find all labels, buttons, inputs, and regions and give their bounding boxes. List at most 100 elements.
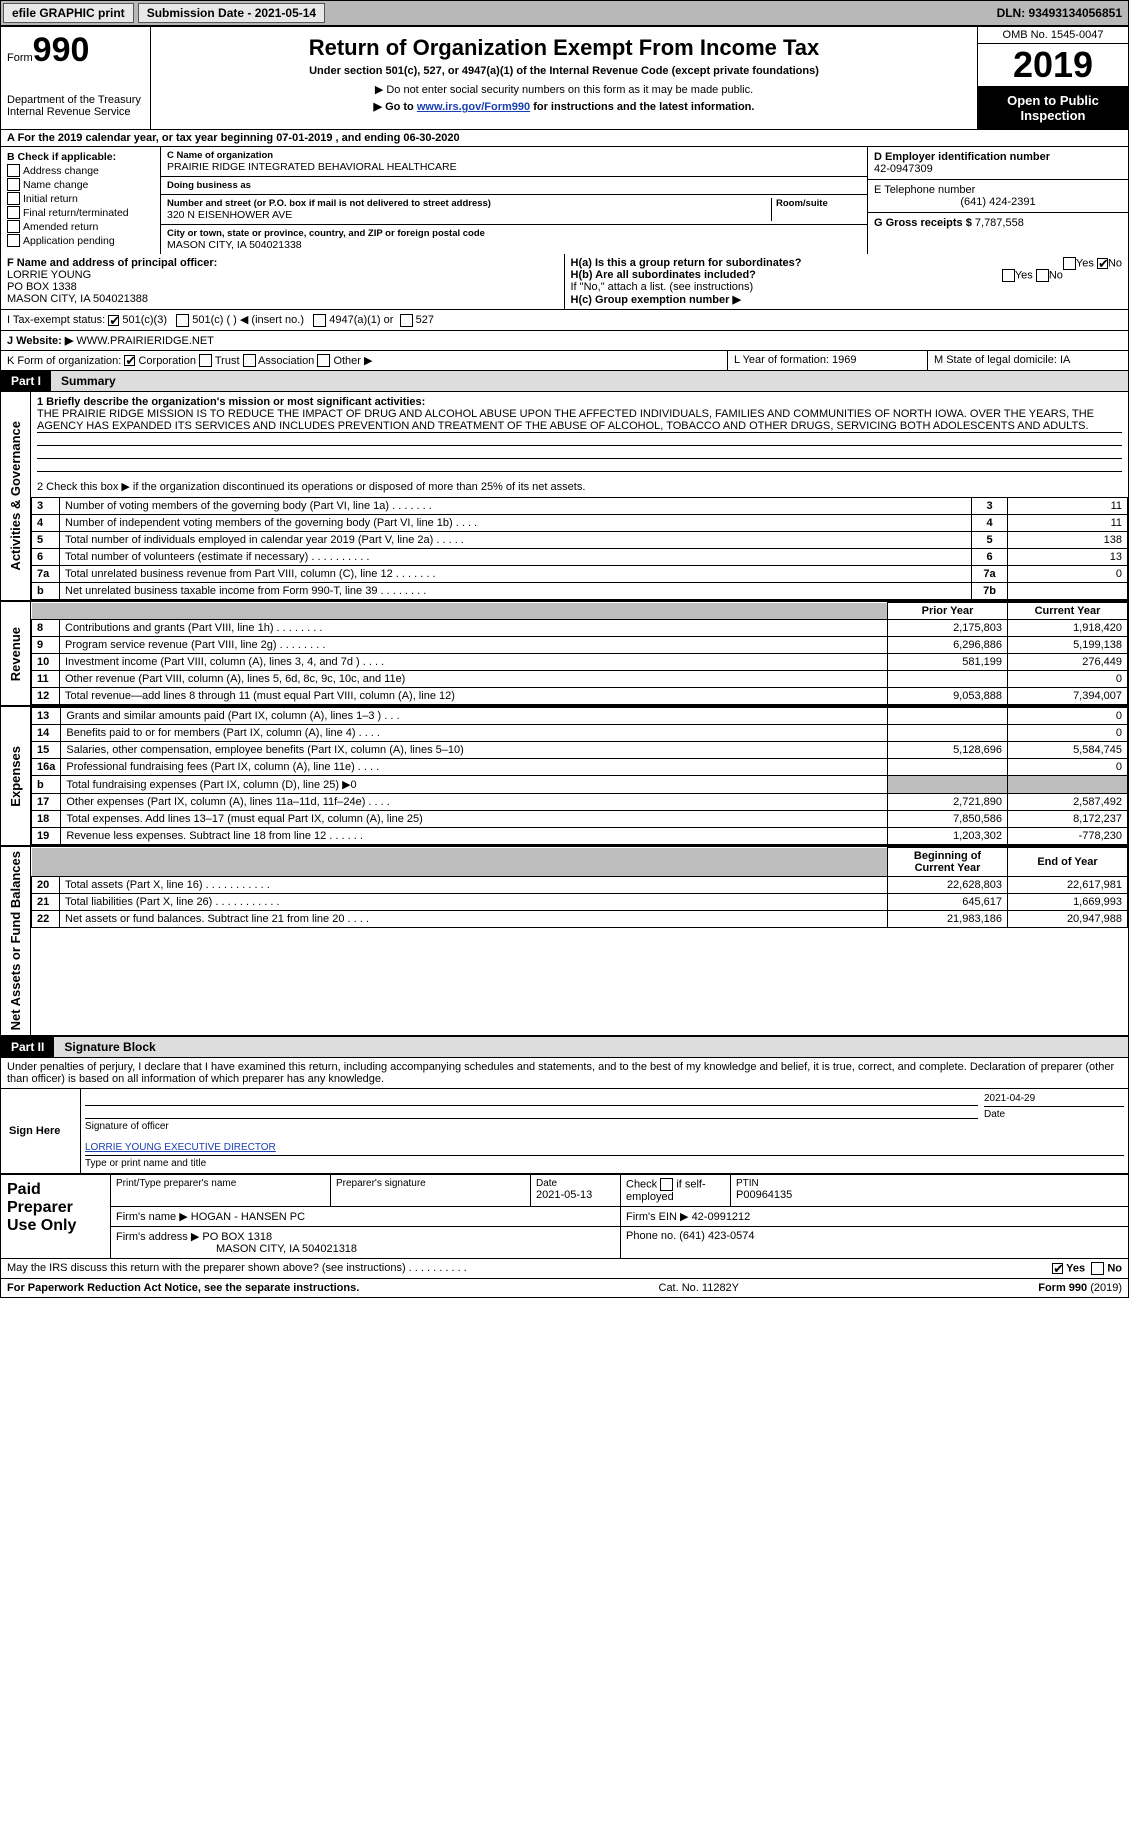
hb-no-checkbox[interactable] — [1036, 269, 1049, 282]
line-desc: Revenue less expenses. Subtract line 18 … — [61, 828, 888, 845]
discuss-question: May the IRS discuss this return with the… — [7, 1262, 467, 1275]
line-number: 5 — [32, 532, 60, 549]
line-desc: Total expenses. Add lines 13–17 (must eq… — [61, 811, 888, 828]
line-number: 4 — [32, 515, 60, 532]
line-number: 20 — [32, 877, 60, 894]
submission-date-button[interactable]: Submission Date - 2021-05-14 — [138, 3, 325, 23]
i-501c-checkbox[interactable] — [176, 314, 189, 327]
mission-blank-1 — [37, 433, 1122, 446]
prep-self-employed-checkbox[interactable] — [660, 1178, 673, 1191]
prior-value — [888, 725, 1008, 742]
topbar: efile GRAPHIC print Submission Date - 20… — [0, 0, 1129, 26]
footer-cat: Cat. No. 11282Y — [659, 1282, 740, 1294]
f-label: F Name and address of principal officer: — [7, 257, 217, 269]
efile-print-button[interactable]: efile GRAPHIC print — [3, 3, 134, 23]
section-b: B Check if applicable: Address change Na… — [1, 147, 161, 254]
checkbox-address-change[interactable] — [7, 164, 20, 177]
part2-title: Signature Block — [54, 1037, 1128, 1057]
phone-label: E Telephone number — [874, 184, 975, 196]
line-number: 12 — [32, 688, 60, 705]
table-gov-lines: 3 Number of voting members of the govern… — [31, 497, 1128, 600]
period-line: A For the 2019 calendar year, or tax yea… — [0, 130, 1129, 147]
line-value: 138 — [1008, 532, 1128, 549]
i-527-checkbox[interactable] — [400, 314, 413, 327]
current-value: 5,199,138 — [1008, 637, 1128, 654]
k-assoc-checkbox[interactable] — [243, 354, 256, 367]
k-other: Other ▶ — [333, 355, 372, 367]
line-desc: Total revenue—add lines 8 through 11 (mu… — [60, 688, 888, 705]
hb-label: H(b) Are all subordinates included? — [571, 269, 756, 281]
form-note-link: ▶ Go to www.irs.gov/Form990 for instruct… — [157, 100, 971, 113]
table-row: 7a Total unrelated business revenue from… — [32, 566, 1128, 583]
checkbox-name-change[interactable] — [7, 178, 20, 191]
ha-yes-checkbox[interactable] — [1063, 257, 1076, 270]
table-row: 3 Number of voting members of the govern… — [32, 498, 1128, 515]
current-value: 0 — [1008, 671, 1128, 688]
checkbox-application-pending[interactable] — [7, 234, 20, 247]
i-4947: 4947(a)(1) or — [329, 314, 393, 326]
line-number: 19 — [32, 828, 61, 845]
line-value: 11 — [1008, 515, 1128, 532]
ptin-value: P00964135 — [736, 1189, 792, 1201]
hb-yes-checkbox[interactable] — [1002, 269, 1015, 282]
i-4947-checkbox[interactable] — [313, 314, 326, 327]
i-501c: 501(c) ( ) ◀ (insert no.) — [192, 314, 304, 326]
line-desc: Number of independent voting members of … — [60, 515, 972, 532]
ein-value: 42-0947309 — [874, 163, 933, 175]
row-i: I Tax-exempt status: 501(c)(3) 501(c) ( … — [0, 310, 1129, 331]
paid-preparer-block: Paid Preparer Use Only Print/Type prepar… — [0, 1174, 1129, 1259]
paid-preparer-label: Paid Preparer Use Only — [1, 1174, 111, 1258]
footer-left: For Paperwork Reduction Act Notice, see … — [7, 1282, 359, 1294]
prior-value: 645,617 — [888, 894, 1008, 911]
i-501c3-checkbox[interactable] — [108, 315, 119, 326]
discuss-no-checkbox[interactable] — [1091, 1262, 1104, 1275]
prior-value: 22,628,803 — [888, 877, 1008, 894]
line-desc: Total number of volunteers (estimate if … — [60, 549, 972, 566]
prep-date: 2021-05-13 — [536, 1189, 592, 1201]
irs-link[interactable]: www.irs.gov/Form990 — [417, 101, 530, 113]
line-number: 22 — [32, 911, 60, 928]
line-box: 6 — [972, 549, 1008, 566]
checkbox-final-return[interactable] — [7, 206, 20, 219]
prior-value: 1,203,302 — [888, 828, 1008, 845]
i-501c3: 501(c)(3) — [122, 314, 167, 326]
line-number: 10 — [32, 654, 60, 671]
line-number: 3 — [32, 498, 60, 515]
line-desc: Total unrelated business revenue from Pa… — [60, 566, 972, 583]
form-number-cell: Form990 Department of the Treasury Inter… — [1, 27, 151, 129]
street-address: 320 N EISENHOWER AVE — [167, 209, 771, 221]
col-end-year: End of Year — [1008, 848, 1128, 877]
k-corp-checkbox[interactable] — [124, 355, 135, 366]
line-box: 7a — [972, 566, 1008, 583]
section-deg: D Employer identification number 42-0947… — [868, 147, 1128, 254]
prep-date-label: Date — [536, 1178, 557, 1189]
mission-blank-3 — [37, 459, 1122, 472]
opt-application-pending: Application pending — [23, 235, 115, 247]
checkbox-amended-return[interactable] — [7, 220, 20, 233]
prior-value — [888, 671, 1008, 688]
table-row: 16a Professional fundraising fees (Part … — [32, 759, 1128, 776]
line-number: 11 — [32, 671, 60, 688]
city-label: City or town, state or province, country… — [167, 228, 861, 239]
k-trust-checkbox[interactable] — [199, 354, 212, 367]
k-other-checkbox[interactable] — [317, 354, 330, 367]
line-number: 13 — [32, 708, 61, 725]
table-row: 22 Net assets or fund balances. Subtract… — [32, 911, 1128, 928]
k-label: K Form of organization: — [7, 355, 121, 367]
line-desc: Salaries, other compensation, employee b… — [61, 742, 888, 759]
line-desc: Benefits paid to or for members (Part IX… — [61, 725, 888, 742]
ha-no-checkbox[interactable] — [1097, 258, 1108, 269]
firm-ein: 42-0991212 — [692, 1211, 751, 1223]
line-number: 9 — [32, 637, 60, 654]
officer-name-title[interactable]: LORRIE YOUNG EXECUTIVE DIRECTOR — [85, 1142, 276, 1153]
line-number: 7a — [32, 566, 60, 583]
checkbox-initial-return[interactable] — [7, 192, 20, 205]
table-row: 15 Salaries, other compensation, employe… — [32, 742, 1128, 759]
discuss-no: No — [1107, 1262, 1122, 1274]
discuss-row: May the IRS discuss this return with the… — [0, 1259, 1129, 1279]
ha-no: No — [1108, 257, 1122, 269]
b-heading: B Check if applicable: — [7, 151, 154, 163]
table-row: 14 Benefits paid to or for members (Part… — [32, 725, 1128, 742]
discuss-yes-checkbox[interactable] — [1052, 1263, 1063, 1274]
section-revenue: Revenue Prior Year Current Year 8 Contri… — [0, 602, 1129, 707]
